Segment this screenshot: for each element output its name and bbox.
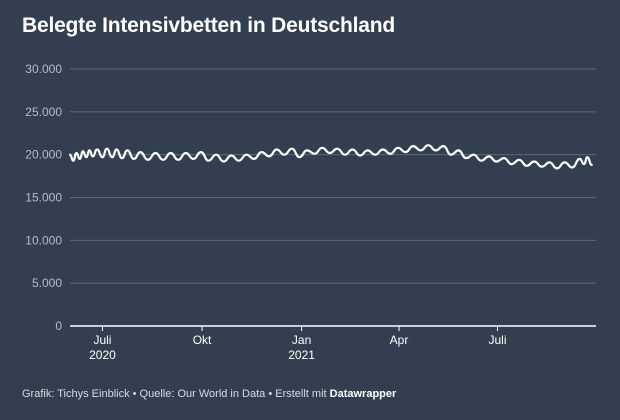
chart-title: Belegte Intensivbetten in Deutschland bbox=[22, 14, 395, 37]
x-tick-year-label: 2020 bbox=[89, 348, 116, 362]
series-layer bbox=[68, 144, 593, 170]
y-tick-label: 25.000 bbox=[25, 105, 62, 119]
footer-tool: Datawrapper bbox=[329, 388, 397, 400]
x-tick-year-label: 2021 bbox=[288, 348, 315, 362]
y-tick-label: 10.000 bbox=[25, 233, 62, 247]
gridlines bbox=[70, 68, 596, 327]
y-axis-labels: 0 5.000 10.000 15.000 20.000 25.000 30.000 bbox=[25, 62, 62, 333]
y-tick-label: 30.000 bbox=[25, 62, 62, 76]
series-line bbox=[68, 144, 593, 170]
y-tick-label: 20.000 bbox=[25, 148, 62, 162]
y-tick-label: 5.000 bbox=[32, 276, 62, 290]
x-tick-label: Apr bbox=[390, 333, 409, 347]
y-tick-label: 15.000 bbox=[25, 191, 62, 205]
x-tick-label: Juli bbox=[489, 333, 507, 347]
footer-credit: Grafik: Tichys Einblick • Quelle: Our Wo… bbox=[22, 388, 396, 400]
x-tick-label: Jan bbox=[292, 333, 311, 347]
x-tick-label: Juli bbox=[93, 333, 111, 347]
y-tick-label: 0 bbox=[55, 319, 62, 333]
x-tick-label: Okt bbox=[193, 333, 212, 347]
footer-credit-text: Grafik: Tichys Einblick • Quelle: Our Wo… bbox=[22, 388, 330, 400]
